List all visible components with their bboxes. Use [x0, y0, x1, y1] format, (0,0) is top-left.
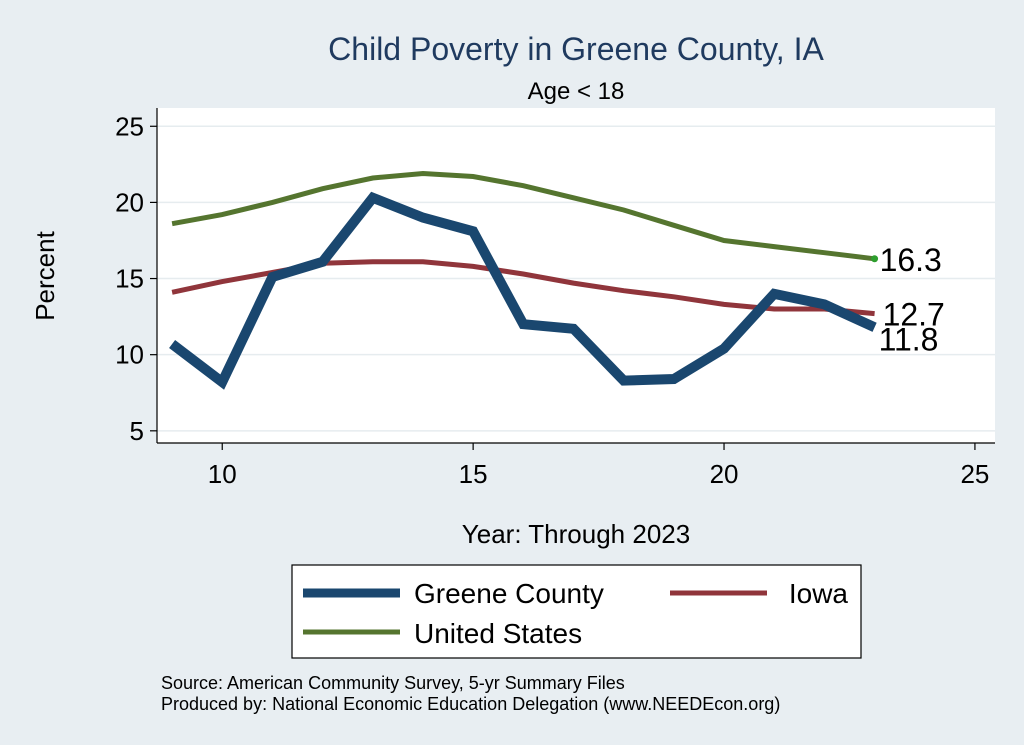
- chart-title: Child Poverty in Greene County, IA: [328, 31, 824, 67]
- y-axis-ticks: 5 10 15 20 25: [115, 111, 157, 446]
- y-tick-label-5: 5: [130, 416, 144, 446]
- end-labels: 11.812.7 16.3: [879, 242, 945, 358]
- x-tick-label-10: 10: [208, 459, 237, 489]
- x-tick-label-25: 25: [960, 459, 989, 489]
- legend: Greene County Iowa United States: [291, 564, 862, 659]
- y-axis-title: Percent: [30, 230, 60, 320]
- series-end-marker-united-states: [871, 255, 879, 263]
- source-note: Source: American Community Survey, 5-yr …: [161, 673, 625, 693]
- legend-label-greene-county: Greene County: [414, 578, 604, 609]
- x-axis-ticks: 10 15 20 25: [208, 443, 989, 489]
- y-tick-label-15: 15: [115, 264, 144, 294]
- chart-subtitle: Age < 18: [528, 78, 625, 105]
- produced-by-note: Produced by: National Economic Education…: [161, 694, 780, 714]
- grid-lines: [157, 125, 995, 432]
- legend-label-iowa: Iowa: [789, 578, 849, 609]
- legend-box: [291, 564, 862, 659]
- y-tick-label-25: 25: [115, 111, 144, 141]
- end-label-united-states: 16.3: [880, 242, 942, 278]
- plot-area: [157, 108, 995, 443]
- series-line-united-states: [171, 170, 875, 262]
- series-lines: [169, 170, 879, 390]
- end-label-iowa: 12.7: [883, 297, 945, 333]
- legend-label-united-states: United States: [414, 618, 582, 649]
- series-line-greene-county: [169, 191, 877, 390]
- x-tick-label-15: 15: [459, 459, 488, 489]
- end-label-greene-county: 11.8: [879, 321, 939, 357]
- x-axis-title: Year: Through 2023: [462, 519, 690, 549]
- x-tick-label-20: 20: [710, 459, 739, 489]
- y-tick-label-10: 10: [115, 340, 144, 370]
- y-tick-label-20: 20: [115, 187, 144, 217]
